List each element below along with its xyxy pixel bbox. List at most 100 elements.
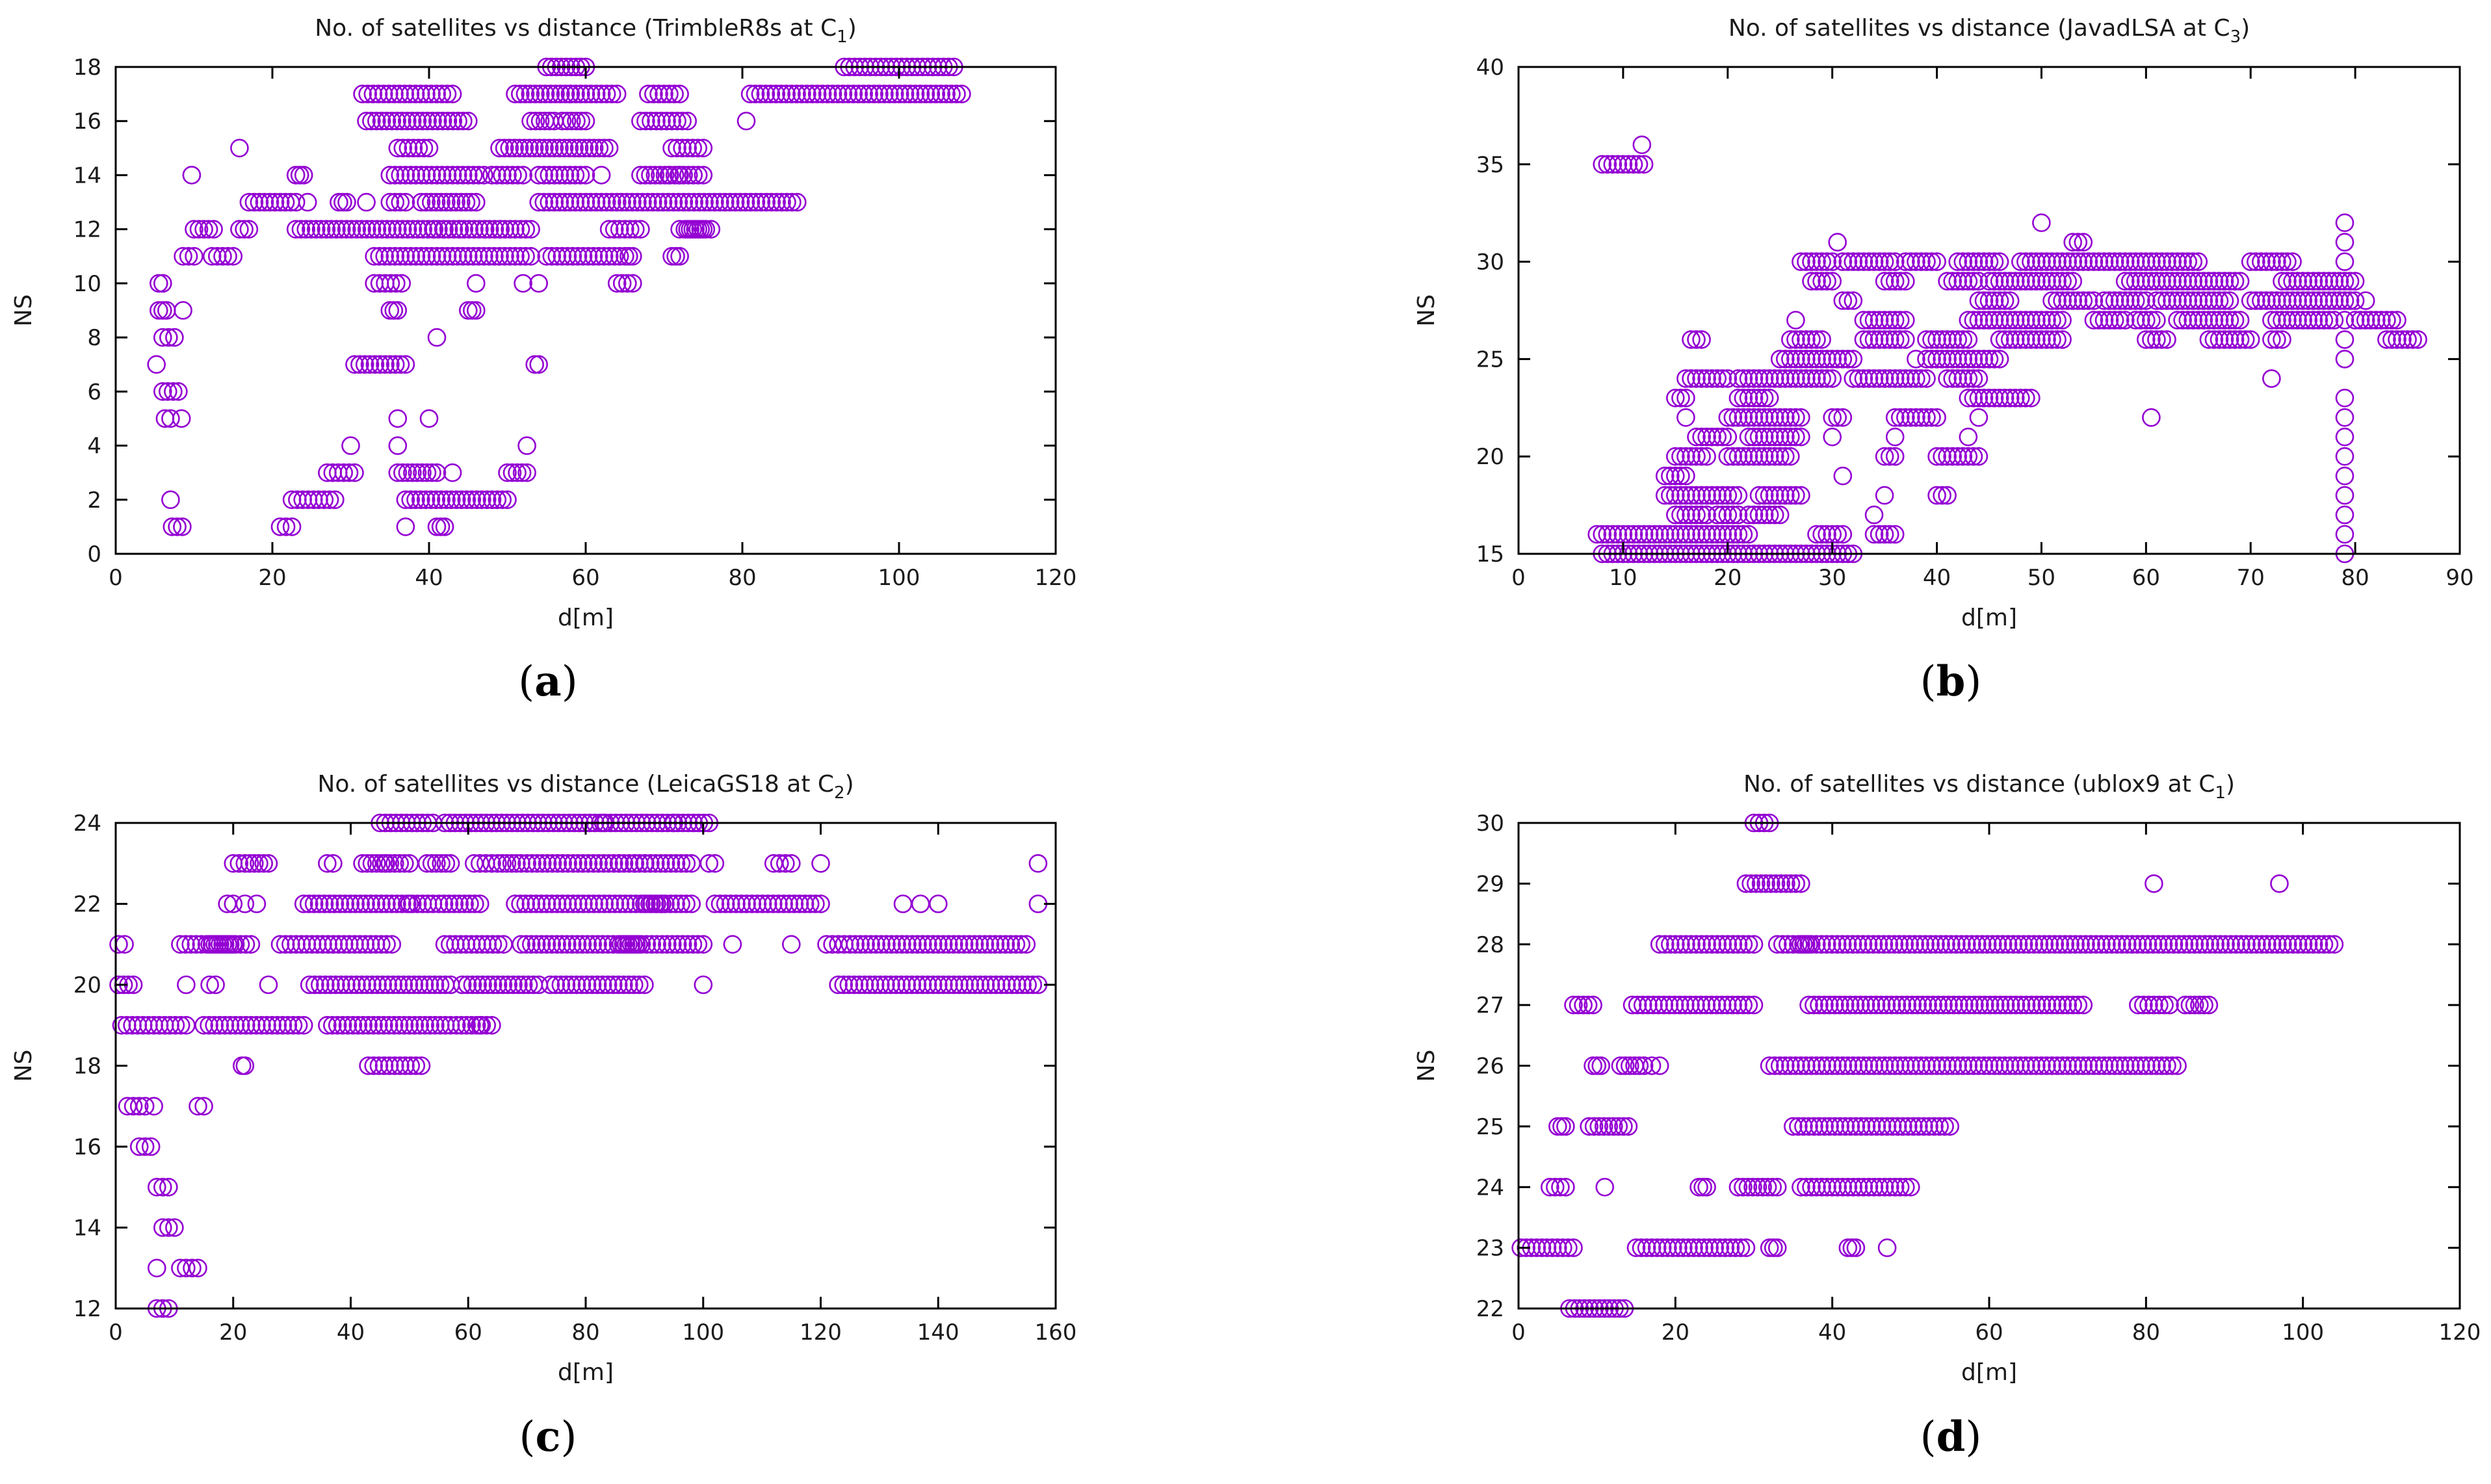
data-point — [2053, 995, 2072, 1015]
data-point — [1776, 350, 1795, 369]
data-point — [579, 894, 598, 913]
data-point — [1980, 995, 2000, 1015]
data-point — [2154, 935, 2173, 954]
data-point — [447, 1016, 466, 1035]
data-point — [790, 894, 809, 913]
data-point — [662, 111, 681, 131]
data-point — [2288, 272, 2307, 291]
data-point — [1943, 350, 1962, 369]
data-point — [618, 192, 636, 212]
data-point — [1972, 935, 1992, 954]
data-point — [1969, 252, 1989, 271]
data-point — [181, 935, 201, 954]
data-point — [1903, 995, 1922, 1015]
data-point — [610, 894, 630, 913]
data-point — [2058, 995, 2077, 1015]
data-point — [2304, 272, 2323, 291]
data-point — [1948, 447, 1967, 466]
data-point — [769, 894, 788, 913]
data-point — [2011, 388, 2030, 408]
data-point — [2053, 330, 2072, 349]
chart-title: No. of satellites vs distance (TrimbleR8… — [315, 15, 856, 47]
data-point — [159, 328, 178, 347]
data-point — [2335, 350, 2354, 369]
data-point — [1792, 252, 1810, 271]
data-point — [666, 894, 685, 913]
data-point — [1807, 272, 1826, 291]
data-point — [1728, 447, 1748, 466]
data-point — [378, 220, 397, 239]
data-point — [1927, 447, 1946, 466]
data-point — [644, 85, 663, 103]
data-point — [640, 894, 659, 913]
data-point — [685, 192, 703, 212]
data-point — [495, 246, 514, 266]
data-point — [2132, 252, 2150, 271]
data-point — [690, 192, 709, 212]
data-point — [1831, 995, 1849, 1015]
data-point — [566, 85, 585, 103]
data-point — [345, 935, 364, 954]
data-point — [458, 301, 478, 320]
data-point — [497, 854, 517, 873]
data-point — [547, 246, 567, 266]
data-point — [1890, 330, 1910, 349]
data-point — [2319, 291, 2339, 310]
data-point — [2142, 1056, 2161, 1075]
data-point — [1883, 1117, 1902, 1136]
data-point — [2016, 272, 2035, 291]
data-point — [400, 894, 419, 913]
data-point — [573, 935, 592, 954]
data-point — [2195, 935, 2215, 954]
x-tick-label: 80 — [2341, 565, 2369, 591]
data-point — [1713, 486, 1732, 505]
data-point — [498, 463, 517, 482]
data-point — [385, 355, 405, 374]
data-point — [555, 192, 575, 212]
data-point — [1933, 350, 1951, 369]
data-point — [618, 274, 637, 293]
data-point — [1682, 505, 1701, 525]
data-point — [2079, 252, 2098, 271]
data-point — [2335, 505, 2354, 525]
data-point — [2258, 935, 2276, 954]
data-point — [419, 409, 439, 428]
data-point — [400, 85, 420, 103]
data-point — [1933, 1056, 1951, 1075]
data-point — [2200, 935, 2219, 954]
data-point — [1838, 935, 1857, 954]
data-point — [1723, 995, 1742, 1015]
data-point — [2299, 291, 2317, 310]
data-point — [2005, 1056, 2025, 1075]
data-point — [651, 166, 670, 185]
data-point — [1682, 935, 1701, 954]
data-point — [1723, 447, 1743, 466]
data-point — [584, 138, 604, 158]
data-point — [890, 85, 909, 103]
data-point — [1943, 330, 1962, 349]
data-point — [1805, 995, 1823, 1015]
data-point — [358, 85, 378, 103]
data-point — [470, 894, 489, 913]
data-point — [1927, 252, 1946, 271]
data-point — [482, 854, 501, 873]
data-point — [1938, 369, 1957, 388]
data-point — [1671, 525, 1690, 544]
data-point — [1901, 408, 1920, 427]
data-point — [422, 85, 441, 103]
data-point — [385, 246, 405, 266]
data-point — [482, 166, 501, 185]
data-point — [2361, 311, 2380, 330]
data-point — [569, 894, 588, 913]
data-point — [872, 935, 891, 954]
data-point — [1959, 272, 1978, 291]
data-point — [1875, 525, 1894, 544]
data-point — [595, 894, 614, 913]
data-point — [177, 975, 196, 995]
data-point — [2273, 935, 2292, 954]
data-point — [483, 975, 502, 995]
data-point — [2137, 1056, 2156, 1075]
x-tick-label: 0 — [1511, 1320, 1526, 1346]
data-point — [558, 246, 577, 266]
data-point — [807, 85, 827, 103]
